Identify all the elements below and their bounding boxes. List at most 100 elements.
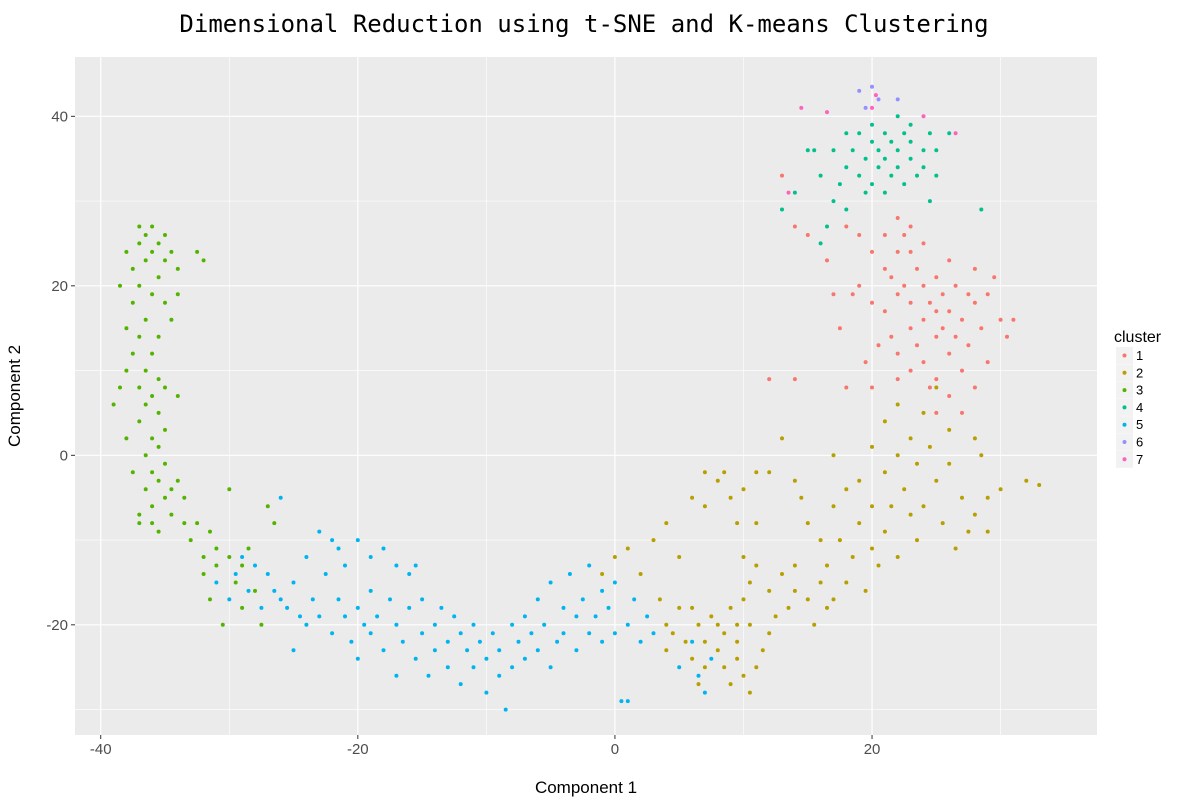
- data-point: [895, 453, 900, 458]
- data-point: [972, 512, 977, 517]
- data-point: [921, 410, 926, 415]
- data-point: [323, 572, 328, 576]
- data-point: [799, 495, 804, 500]
- data-point: [227, 487, 232, 492]
- data-point: [947, 131, 952, 136]
- legend-marker: [1122, 457, 1127, 462]
- data-point: [735, 656, 740, 661]
- data-point: [844, 385, 849, 390]
- data-point: [818, 241, 823, 246]
- data-point: [857, 478, 862, 483]
- data-point: [278, 495, 283, 500]
- data-point: [355, 656, 360, 661]
- data-point: [792, 563, 797, 568]
- data-point: [619, 699, 624, 704]
- data-point: [169, 249, 174, 254]
- data-point: [780, 436, 784, 441]
- data-point: [645, 614, 650, 619]
- data-point: [876, 97, 881, 102]
- data-point: [818, 538, 823, 543]
- data-point: [214, 563, 219, 568]
- data-point: [876, 563, 881, 568]
- data-point: [696, 622, 701, 627]
- data-point: [432, 622, 437, 627]
- data-point: [818, 173, 823, 178]
- data-point: [979, 453, 984, 458]
- data-point: [156, 334, 161, 339]
- data-point: [934, 148, 939, 153]
- data-point: [715, 622, 720, 627]
- data-point: [702, 665, 707, 670]
- data-point: [972, 300, 977, 305]
- data-point: [574, 614, 579, 619]
- data-point: [741, 555, 746, 559]
- data-point: [947, 394, 952, 398]
- data-point: [857, 233, 862, 237]
- data-point: [870, 504, 874, 509]
- x-tick-label: 20: [864, 741, 881, 758]
- data-point: [792, 377, 797, 382]
- data-point: [169, 487, 174, 492]
- data-point: [728, 495, 733, 500]
- data-point: [137, 419, 142, 424]
- data-point: [947, 258, 952, 263]
- data-point: [574, 648, 579, 653]
- data-point: [786, 190, 791, 195]
- data-point: [921, 165, 926, 170]
- data-point: [388, 597, 392, 602]
- legend-marker: [1122, 353, 1127, 358]
- data-point: [863, 360, 868, 365]
- data-point: [143, 317, 148, 322]
- data-point: [156, 275, 161, 280]
- data-point: [291, 648, 296, 653]
- data-point: [985, 529, 990, 534]
- data-point: [265, 504, 270, 509]
- data-point: [150, 292, 155, 297]
- data-point: [934, 173, 939, 178]
- data-point: [407, 572, 412, 576]
- data-point: [927, 385, 932, 390]
- data-point: [143, 258, 148, 263]
- data-point: [156, 241, 161, 246]
- data-point: [985, 292, 990, 297]
- data-point: [298, 614, 302, 619]
- data-point: [882, 190, 887, 195]
- data-point: [362, 622, 367, 627]
- data-point: [882, 529, 887, 534]
- data-point: [175, 478, 180, 483]
- data-point: [921, 360, 926, 365]
- data-point: [272, 588, 277, 593]
- y-tick-label: 20: [51, 278, 68, 295]
- data-point: [137, 512, 142, 517]
- data-point: [587, 631, 592, 636]
- data-point: [722, 665, 727, 670]
- data-point: [130, 470, 135, 475]
- data-point: [330, 538, 335, 543]
- data-point: [857, 173, 862, 178]
- data-point: [863, 156, 868, 161]
- data-point: [921, 504, 926, 509]
- data-point: [960, 317, 964, 322]
- data-point: [548, 665, 553, 670]
- data-point: [870, 139, 874, 144]
- data-point: [927, 300, 932, 305]
- data-point: [908, 139, 913, 144]
- data-point: [799, 105, 804, 110]
- data-point: [246, 546, 251, 551]
- data-point: [150, 470, 155, 475]
- data-point: [979, 326, 984, 331]
- data-point: [927, 199, 932, 204]
- data-point: [818, 580, 823, 585]
- data-point: [163, 427, 167, 432]
- data-point: [876, 148, 881, 153]
- data-point: [651, 631, 656, 636]
- data-point: [908, 326, 913, 331]
- data-point: [715, 478, 720, 483]
- data-points: [111, 84, 1042, 712]
- data-point: [690, 639, 695, 644]
- legend-marker: [1122, 388, 1127, 393]
- data-point: [741, 487, 746, 492]
- data-point: [233, 580, 238, 585]
- data-point: [709, 614, 714, 619]
- data-point: [870, 249, 874, 254]
